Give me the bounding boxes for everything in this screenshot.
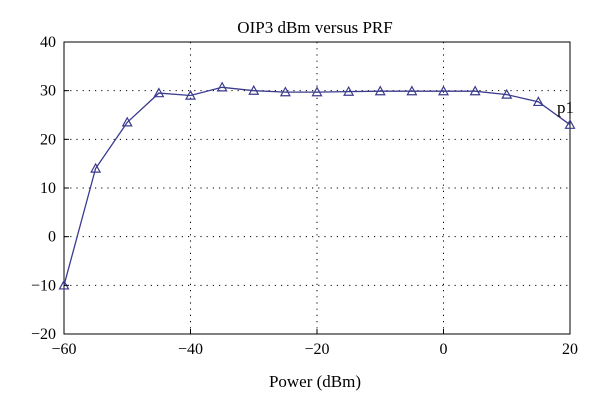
- y-tick-label: −10: [31, 277, 56, 294]
- y-tick-label: 0: [48, 229, 56, 246]
- y-tick-label: 30: [40, 83, 56, 100]
- x-tick-label: 0: [440, 341, 448, 358]
- x-tick-label: −20: [304, 341, 329, 358]
- data-point: [184, 89, 197, 100]
- data-point: [279, 86, 291, 97]
- data-point: [343, 85, 355, 96]
- data-point: [216, 81, 228, 92]
- data-point: [248, 84, 260, 95]
- data-point: [374, 85, 386, 96]
- annotation-p1: p1: [557, 98, 574, 117]
- y-tick-label: 20: [40, 131, 56, 148]
- x-tick-label: −40: [178, 341, 203, 358]
- marker-layer: [58, 81, 576, 290]
- x-tick-label: 20: [562, 341, 578, 358]
- x-axis-label: Power (dBm): [269, 372, 361, 391]
- x-axis-ticks: −60 −40 −20 0 20: [51, 329, 578, 358]
- series-line-0: [63, 86, 571, 286]
- data-point: [532, 96, 544, 107]
- series-layer: [63, 86, 571, 286]
- data-point: [121, 116, 133, 127]
- data-point: [437, 85, 450, 96]
- grid: [64, 42, 570, 334]
- data-point: [501, 88, 513, 99]
- data-point: [469, 85, 481, 96]
- data-point: [311, 86, 323, 97]
- y-axis-ticks: −20 −10 0 10 20 30 40: [31, 34, 69, 343]
- data-point: [153, 87, 165, 98]
- data-point: [90, 162, 102, 173]
- data-point: [406, 85, 418, 96]
- y-tick-label: 10: [40, 180, 56, 197]
- data-point: [564, 118, 576, 129]
- y-tick-label: −20: [31, 326, 56, 343]
- chart-title: OIP3 dBm versus PRF: [237, 18, 392, 37]
- x-tick-label: −60: [51, 341, 76, 358]
- y-tick-label: 40: [40, 34, 56, 51]
